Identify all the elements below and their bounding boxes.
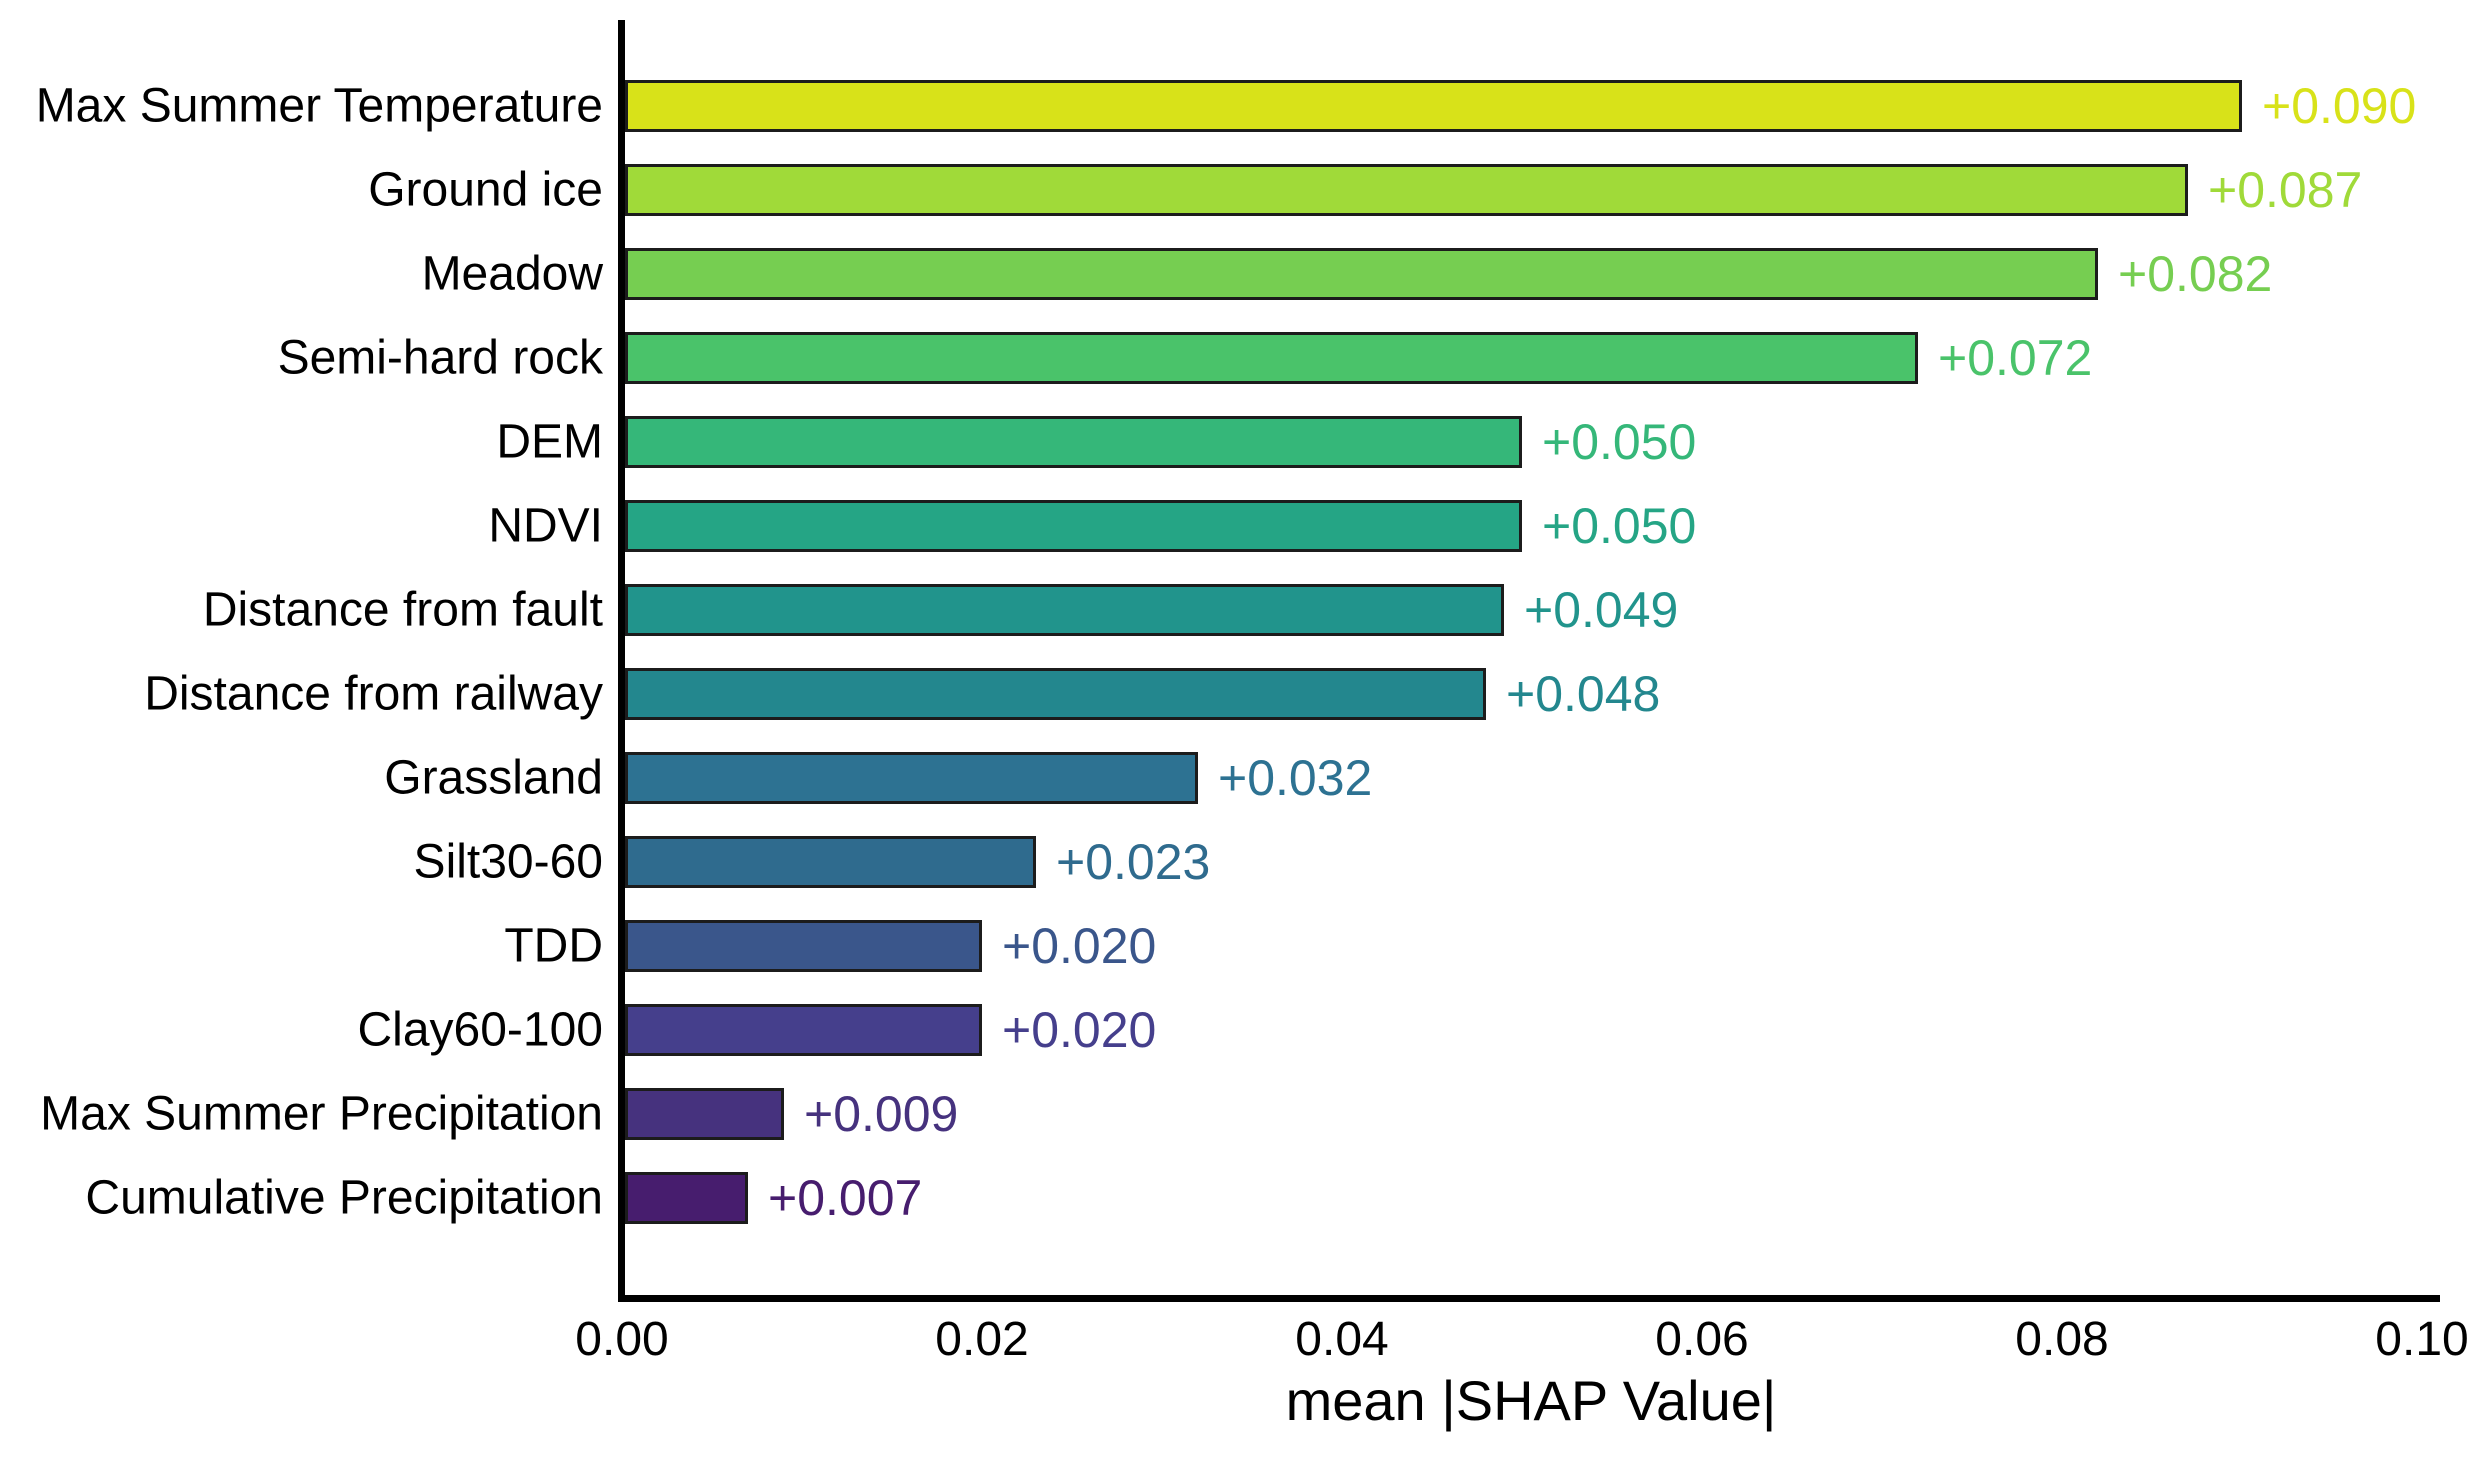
bar-value-label: +0.050 — [1542, 498, 1697, 554]
category-label: Silt30-60 — [413, 835, 603, 889]
category-label: NDVI — [488, 499, 603, 553]
category-label: Cumulative Precipitation — [85, 1171, 603, 1225]
category-label: DEM — [496, 415, 603, 469]
bar-distance-from-railway — [625, 668, 1486, 720]
bar-tdd — [625, 920, 982, 972]
category-label: Meadow — [421, 247, 603, 301]
bar-distance-from-fault — [625, 584, 1504, 636]
category-label: Max Summer Precipitation — [40, 1087, 603, 1141]
x-tick-label: 0.08 — [2015, 1313, 2109, 1366]
bar-grassland — [625, 752, 1198, 804]
bar-value-label: +0.009 — [804, 1086, 959, 1142]
bar-ground-ice — [625, 164, 2188, 216]
bar-max-summer-temperature — [625, 80, 2242, 132]
bar-value-label: +0.020 — [1002, 1002, 1157, 1058]
x-tick-label: 0.02 — [935, 1313, 1029, 1366]
bar-value-label: +0.090 — [2262, 78, 2417, 134]
category-label: Semi-hard rock — [277, 331, 603, 385]
bar-value-label: +0.082 — [2118, 246, 2273, 302]
category-label: Clay60-100 — [357, 1003, 603, 1057]
y-axis-spine — [618, 20, 625, 1302]
bar-dem — [625, 416, 1522, 468]
bar-value-label: +0.050 — [1542, 414, 1697, 470]
category-label: Max Summer Temperature — [35, 79, 603, 133]
bar-semi-hard-rock — [625, 332, 1918, 384]
bar-value-label: +0.007 — [768, 1170, 923, 1226]
bar-cumulative-precipitation — [625, 1172, 748, 1224]
bar-value-label: +0.072 — [1938, 330, 2093, 386]
bar-value-label: +0.020 — [1002, 918, 1157, 974]
x-tick-label: 0.10 — [2375, 1313, 2469, 1366]
bar-value-label: +0.048 — [1506, 666, 1661, 722]
x-axis-title: mean |SHAP Value| — [1285, 1369, 1777, 1432]
bar-ndvi — [625, 500, 1522, 552]
bar-max-summer-precipitation — [625, 1088, 784, 1140]
bar-clay60-100 — [625, 1004, 982, 1056]
category-label: TDD — [504, 919, 603, 973]
category-label: Distance from fault — [202, 583, 603, 637]
category-label: Grassland — [384, 751, 603, 805]
bar-silt30-60 — [625, 836, 1036, 888]
category-label: Distance from railway — [144, 667, 603, 721]
category-label: Ground ice — [368, 163, 603, 217]
x-axis-spine — [618, 1295, 2440, 1302]
bar-value-label: +0.023 — [1056, 834, 1211, 890]
bar-value-label: +0.032 — [1218, 750, 1373, 806]
x-tick-label: 0.00 — [575, 1313, 669, 1366]
bar-value-label: +0.087 — [2208, 162, 2363, 218]
x-tick-label: 0.06 — [1655, 1313, 1749, 1366]
bar-value-label: +0.049 — [1524, 582, 1679, 638]
bar-meadow — [625, 248, 2098, 300]
x-tick-label: 0.04 — [1295, 1313, 1389, 1366]
